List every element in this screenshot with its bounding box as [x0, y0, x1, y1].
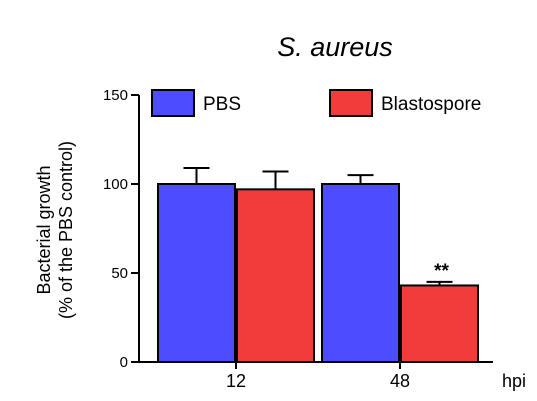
plot-area: 0 50 100 150 12 48 ** PBS Blastospore — [103, 87, 493, 391]
bar-pbs-48 — [321, 183, 400, 363]
y-axis-label: Bacterial growth (% of the PBS control) — [34, 141, 76, 319]
y-axis-label-line2: (% of the PBS control) — [56, 141, 76, 319]
chart-title: S. aureus — [277, 32, 393, 62]
x-tick-label: 12 — [226, 371, 246, 391]
legend-swatch-pbs — [151, 89, 195, 117]
x-tick-label: 48 — [390, 371, 410, 391]
legend-swatch-blastospore — [329, 89, 373, 117]
bar-pbs-12 — [157, 183, 236, 363]
y-tick-label: 0 — [120, 354, 128, 371]
x-axis-label: hpi — [502, 371, 526, 391]
legend-label-blastospore: Blastospore — [381, 94, 481, 115]
y-tick-label: 50 — [111, 265, 128, 282]
y-tick-label: 150 — [103, 87, 128, 104]
bar-blastospore-48 — [400, 284, 479, 363]
bar-blastospore-12 — [236, 188, 315, 363]
significance-annotation: ** — [434, 261, 449, 282]
y-axis-label-line1: Bacterial growth — [34, 165, 54, 294]
legend-label-pbs: PBS — [203, 94, 241, 115]
y-tick-label: 100 — [103, 176, 128, 193]
